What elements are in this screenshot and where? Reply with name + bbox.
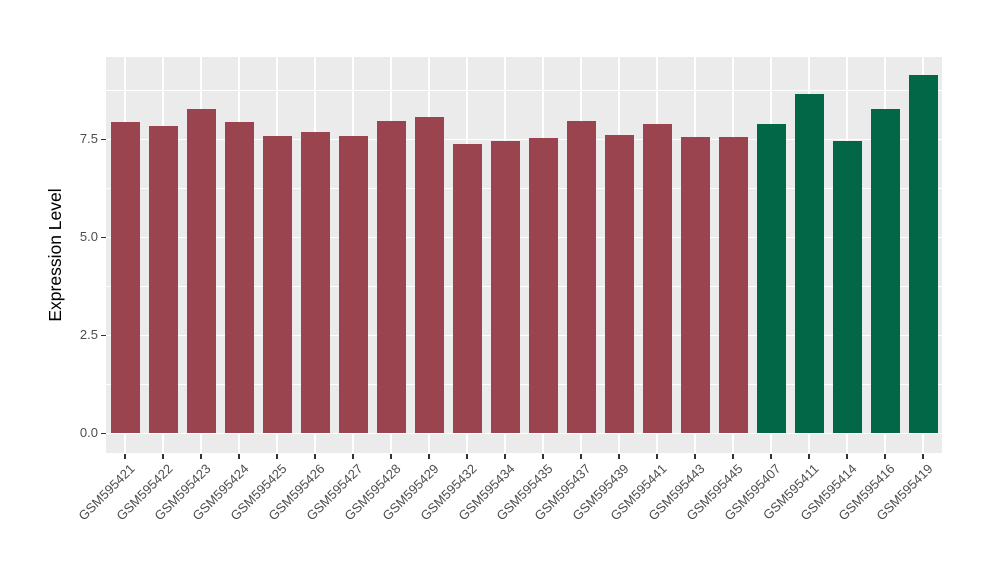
bar: [680, 136, 710, 434]
y-tick-mark: [101, 334, 106, 337]
bar: [452, 144, 482, 434]
bar: [870, 108, 900, 434]
y-tick-label: 7.5: [79, 131, 98, 147]
bar: [566, 121, 596, 434]
gridline-major-h: [106, 432, 942, 435]
y-tick-mark: [101, 236, 106, 239]
x-tick-mark: [656, 454, 658, 459]
x-tick-mark: [808, 454, 810, 459]
gridline-major-h: [106, 334, 942, 337]
bar: [794, 93, 824, 434]
bar: [110, 121, 140, 434]
gridline-minor-h: [106, 89, 942, 91]
x-tick-mark: [504, 454, 506, 459]
bar: [490, 140, 520, 434]
gridline-major-h: [106, 236, 942, 239]
bar: [414, 117, 444, 434]
bar: [832, 140, 862, 434]
x-tick-mark: [390, 454, 392, 459]
bar: [376, 121, 406, 434]
y-tick-label: 5.0: [79, 229, 98, 245]
y-tick-label: 0.0: [79, 425, 98, 441]
bar: [756, 123, 786, 434]
gridline-minor-h: [106, 285, 942, 287]
x-tick-mark: [922, 454, 924, 459]
bar: [300, 132, 330, 434]
y-tick-mark: [101, 138, 106, 141]
x-tick-mark: [580, 454, 582, 459]
x-tick-mark: [732, 454, 734, 459]
y-tick-label: 2.5: [79, 327, 98, 343]
y-tick-mark: [101, 432, 106, 435]
x-tick-mark: [314, 454, 316, 459]
bar: [642, 124, 672, 434]
bar: [908, 75, 938, 434]
bar: [224, 121, 254, 434]
x-tick-mark: [162, 454, 164, 459]
bar: [718, 137, 748, 434]
gridline-major-h: [106, 138, 942, 141]
x-tick-mark: [238, 454, 240, 459]
bar: [148, 126, 178, 434]
y-axis-title: Expression Level: [45, 188, 65, 322]
x-tick-mark: [694, 454, 696, 459]
gridline-minor-h: [106, 383, 942, 385]
gridline-minor-h: [106, 187, 942, 189]
plot-panel: [106, 57, 942, 453]
bar: [186, 109, 216, 434]
x-tick-mark: [542, 454, 544, 459]
x-tick-mark: [618, 454, 620, 459]
x-tick-mark: [884, 454, 886, 459]
x-tick-mark: [428, 454, 430, 459]
x-tick-mark: [846, 454, 848, 459]
x-tick-mark: [466, 454, 468, 459]
bar: [262, 136, 292, 434]
x-tick-mark: [124, 454, 126, 459]
bar: [528, 137, 558, 434]
bar: [604, 135, 634, 434]
x-tick-mark: [200, 454, 202, 459]
x-tick-mark: [276, 454, 278, 459]
x-tick-mark: [352, 454, 354, 459]
bar: [338, 136, 368, 434]
x-tick-mark: [770, 454, 772, 459]
